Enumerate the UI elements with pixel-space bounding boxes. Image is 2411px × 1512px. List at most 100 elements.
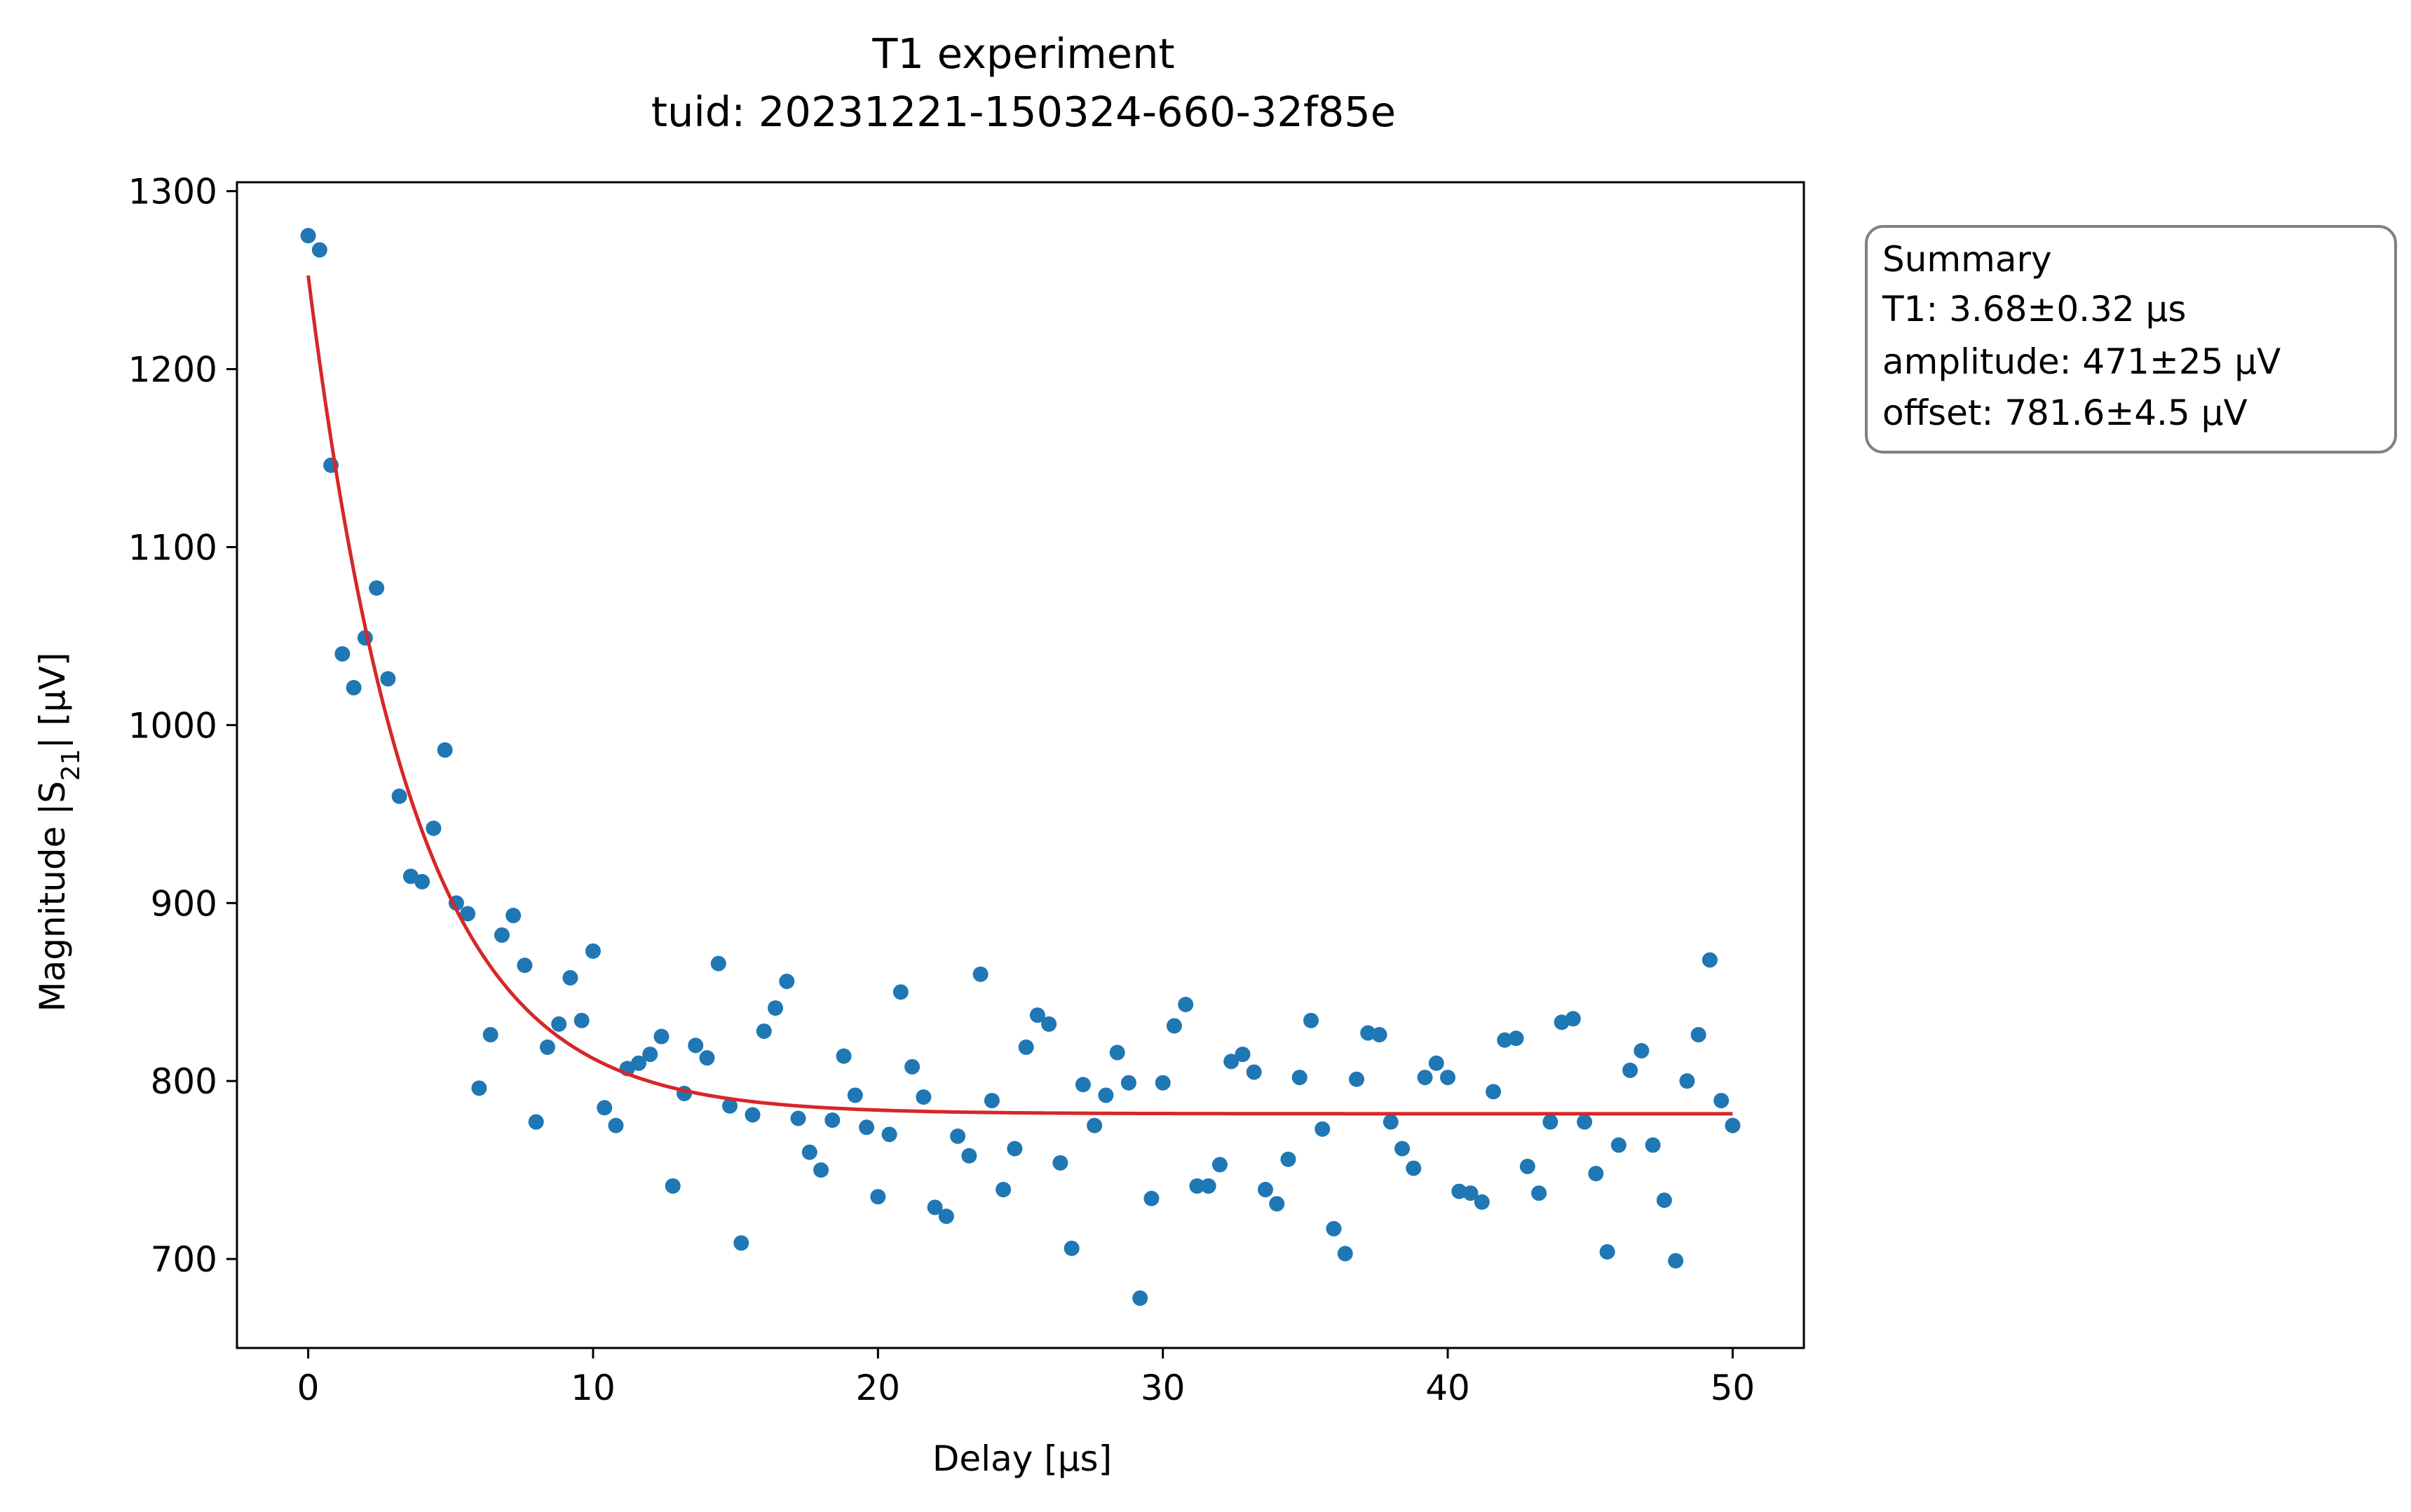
y-tick-label: 1200 xyxy=(128,350,217,390)
data-point xyxy=(539,1039,555,1055)
data-point xyxy=(1713,1093,1730,1109)
data-point xyxy=(1634,1042,1650,1058)
y-axis-label-subscript: 21 xyxy=(57,749,86,781)
data-point xyxy=(710,955,726,972)
data-point xyxy=(859,1119,875,1136)
data-point xyxy=(1371,1027,1387,1043)
data-point xyxy=(1565,1011,1581,1027)
data-point xyxy=(699,1050,715,1066)
data-point xyxy=(813,1162,829,1178)
data-point xyxy=(494,927,510,943)
data-point xyxy=(768,1000,784,1016)
data-point xyxy=(1417,1070,1433,1086)
data-point xyxy=(1075,1077,1091,1093)
y-axis-label-suffix: | [µV] xyxy=(32,653,73,749)
data-point xyxy=(1428,1055,1444,1071)
data-point xyxy=(1326,1220,1342,1237)
data-point xyxy=(1155,1075,1171,1091)
data-point xyxy=(1189,1178,1205,1194)
data-point xyxy=(790,1110,806,1126)
data-point xyxy=(847,1087,863,1103)
data-point xyxy=(1349,1071,1365,1087)
data-point xyxy=(1200,1178,1216,1194)
data-point xyxy=(334,646,351,662)
data-point xyxy=(1291,1070,1308,1086)
data-point xyxy=(1474,1194,1490,1210)
data-point xyxy=(688,1037,704,1054)
data-point xyxy=(1690,1027,1706,1043)
x-tick-label: 20 xyxy=(856,1368,901,1408)
data-point xyxy=(1303,1012,1319,1028)
data-point xyxy=(1007,1140,1023,1157)
y-tick-label: 800 xyxy=(151,1061,217,1102)
data-point xyxy=(1360,1025,1376,1041)
data-point xyxy=(1280,1151,1296,1167)
data-point xyxy=(824,1112,841,1129)
x-tick-label: 40 xyxy=(1425,1368,1470,1408)
data-point xyxy=(1622,1062,1638,1078)
y-axis-label: Magnitude |S21| [µV] xyxy=(32,653,86,1012)
data-point xyxy=(745,1107,761,1123)
data-point xyxy=(1211,1157,1228,1173)
data-point xyxy=(1132,1290,1148,1306)
data-point xyxy=(346,680,362,696)
data-point xyxy=(1451,1183,1467,1199)
scatter-series xyxy=(300,228,1741,1306)
data-point xyxy=(938,1208,954,1225)
data-point xyxy=(1588,1166,1604,1182)
data-point xyxy=(505,908,522,924)
data-point xyxy=(1656,1192,1672,1208)
data-point xyxy=(1668,1253,1684,1269)
data-point xyxy=(927,1199,943,1215)
data-point xyxy=(391,788,407,804)
data-point xyxy=(1235,1047,1251,1063)
data-point xyxy=(460,906,476,922)
data-point xyxy=(597,1100,613,1116)
data-point xyxy=(1531,1185,1547,1201)
data-point xyxy=(904,1058,921,1075)
data-point xyxy=(573,1012,590,1028)
data-point xyxy=(562,969,578,986)
data-point xyxy=(665,1178,681,1194)
data-point xyxy=(801,1144,817,1160)
x-tick-label: 50 xyxy=(1711,1368,1755,1408)
x-axis-label: Delay [µs] xyxy=(932,1438,1112,1479)
data-point xyxy=(437,742,453,758)
data-point xyxy=(1041,1016,1057,1032)
summary-title: Summary xyxy=(1882,239,2052,280)
data-point xyxy=(1315,1121,1331,1137)
data-point xyxy=(1394,1140,1411,1157)
data-point xyxy=(1599,1244,1615,1260)
data-point xyxy=(756,1023,772,1040)
data-point xyxy=(870,1189,886,1205)
data-point xyxy=(653,1028,670,1044)
data-point xyxy=(892,984,909,1000)
data-point xyxy=(1577,1114,1593,1130)
data-point xyxy=(1645,1137,1661,1153)
y-tick-label: 700 xyxy=(151,1239,217,1280)
data-point xyxy=(916,1089,932,1105)
data-point xyxy=(1109,1044,1125,1061)
data-point xyxy=(1542,1114,1558,1130)
data-point xyxy=(733,1235,749,1251)
data-point xyxy=(722,1098,738,1114)
data-point xyxy=(642,1047,658,1063)
plot-area xyxy=(300,228,1741,1306)
y-tick-label: 900 xyxy=(151,883,217,924)
data-point xyxy=(1497,1032,1513,1048)
data-point xyxy=(482,1027,498,1043)
data-point xyxy=(414,873,430,890)
chart-title: T1 experiment xyxy=(871,29,1174,78)
data-point xyxy=(1052,1155,1068,1171)
data-point xyxy=(1120,1075,1136,1091)
data-point xyxy=(1246,1064,1262,1080)
data-point xyxy=(1610,1137,1626,1153)
data-point xyxy=(1519,1159,1535,1175)
data-point xyxy=(961,1147,977,1164)
data-point xyxy=(426,820,442,836)
data-point xyxy=(1486,1084,1502,1100)
data-point xyxy=(1143,1190,1160,1206)
data-point xyxy=(950,1128,966,1144)
data-point xyxy=(1098,1087,1114,1103)
